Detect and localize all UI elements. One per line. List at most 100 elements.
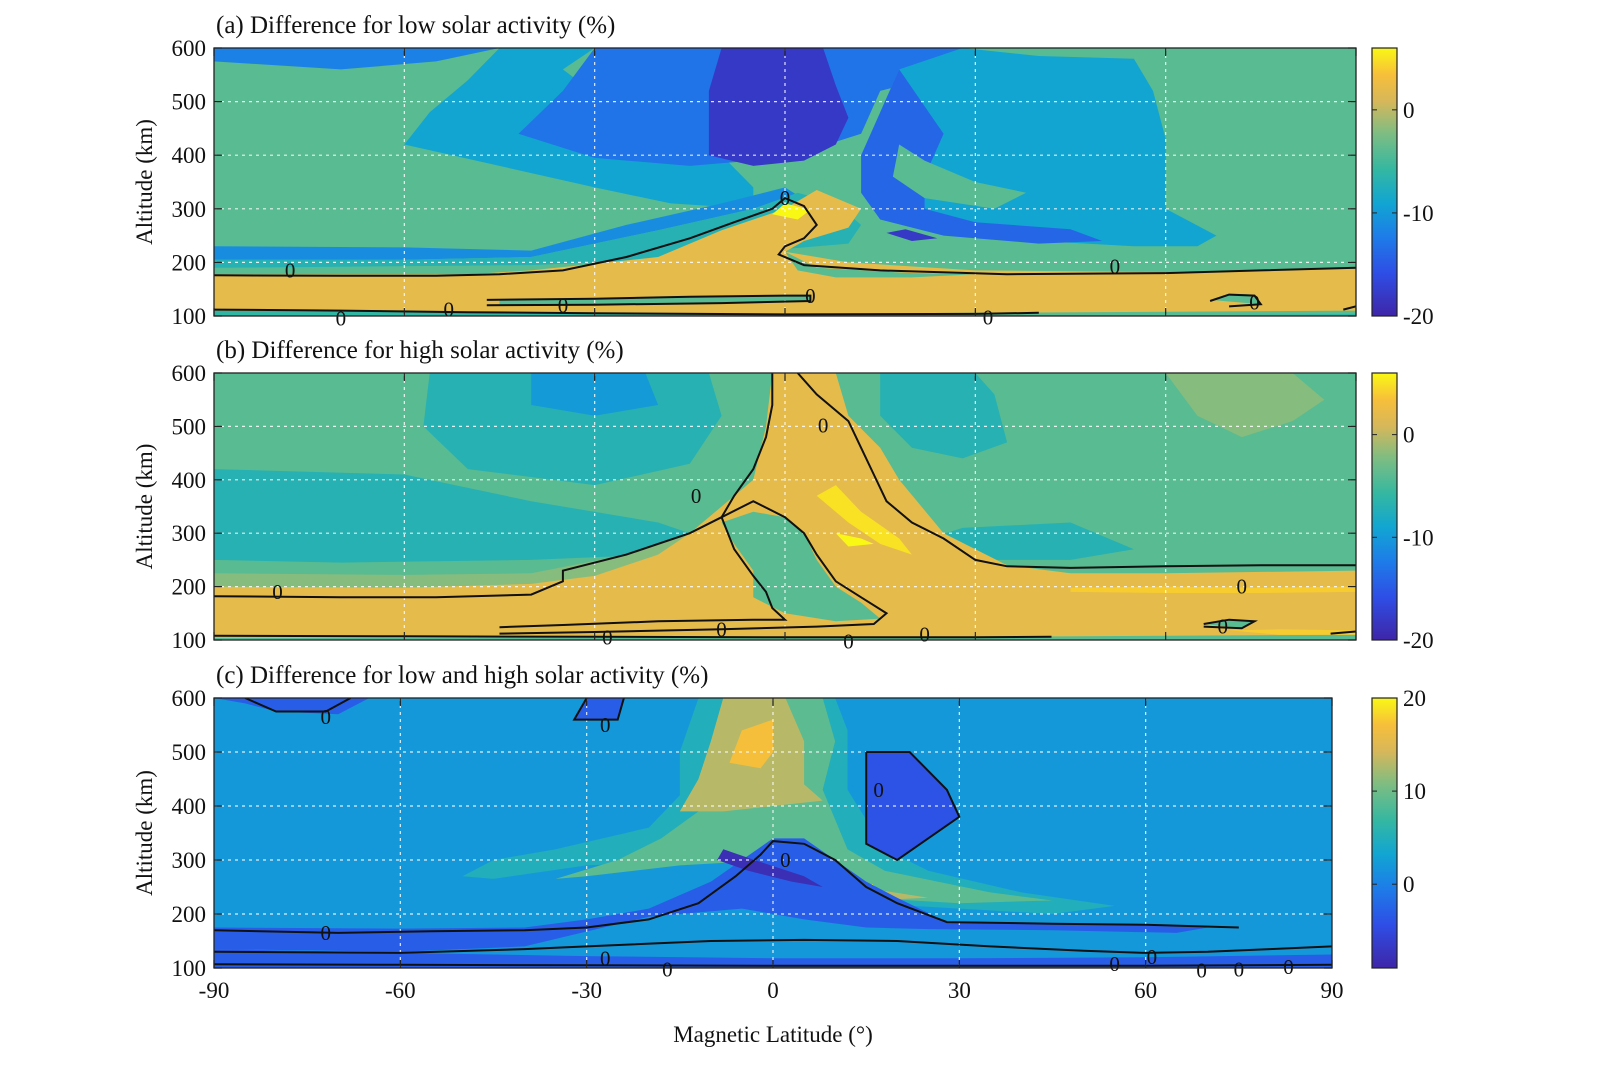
contour-label: 0 [919, 623, 930, 647]
zero-contour-line [486, 294, 812, 307]
contour-label: 0 [662, 958, 673, 982]
contour-label: 0 [602, 625, 613, 649]
colorbar-tick-label: -20 [1403, 628, 1434, 653]
plot-area [214, 698, 1332, 968]
y-axis-label: Altitude (km) [132, 444, 157, 570]
panel-1: 0 0 0 0 0 0 0 0 0 100 200 300 400 500 600 (a) Differenc… [132, 12, 1434, 331]
contour-label: 0 [1110, 255, 1121, 279]
contour-label: 0 [818, 413, 829, 437]
contour-label: 0 [443, 298, 454, 322]
y-axis-label: Altitude (km) [132, 770, 157, 896]
contour-label: 0 [600, 946, 611, 970]
y-tick-label: 600 [172, 686, 207, 711]
contour-label: 0 [321, 921, 332, 945]
contour-label: 0 [780, 848, 791, 872]
contour-label: 0 [1237, 575, 1248, 599]
zero-contour-line [796, 373, 1356, 569]
x-tick-label: 0 [767, 978, 779, 1003]
contour-label: 0 [321, 705, 332, 729]
filled-contour-region [785, 251, 976, 278]
y-tick-label: 500 [172, 90, 207, 115]
y-tick-label: 400 [172, 794, 207, 819]
y-tick-label: 100 [172, 304, 207, 329]
contour-label: 0 [691, 484, 702, 508]
y-tick-label: 600 [172, 36, 207, 61]
filled-contour-region [816, 485, 912, 555]
colorbar-tick-label: 20 [1403, 686, 1426, 711]
y-tick-label: 100 [172, 628, 207, 653]
zero-contour-line [865, 751, 961, 862]
contour-label: 0 [558, 293, 569, 317]
filled-contour-region [835, 533, 874, 547]
filled-contour-region [214, 533, 709, 590]
panel-title: (a) Difference for low solar activity (%… [216, 12, 615, 39]
y-axis-label: Altitude (km) [132, 119, 157, 245]
colorbar-tick-label: -10 [1403, 201, 1434, 226]
colorbar-tick-label: 0 [1403, 423, 1415, 448]
x-tick-label: -30 [571, 978, 602, 1003]
x-axis-label: Magnetic Latitude (°) [673, 1022, 873, 1047]
colorbar [1371, 372, 1398, 641]
zero-contour-line [214, 938, 1332, 954]
contour-label: 0 [983, 306, 994, 330]
filled-contour-region [721, 511, 881, 622]
colorbar [1371, 47, 1398, 317]
contour-label: 0 [600, 713, 611, 737]
contour-label: 0 [843, 630, 854, 654]
filled-contour-region [861, 69, 1103, 244]
zero-contour-line [572, 698, 625, 721]
y-tick-label: 300 [172, 521, 207, 546]
y-tick-label: 200 [172, 250, 207, 275]
y-tick-label: 300 [172, 848, 207, 873]
contour-label: 0 [1147, 945, 1158, 969]
y-tick-label: 500 [172, 740, 207, 765]
x-tick-label: 90 [1321, 978, 1344, 1003]
colorbar-tick-label: 0 [1403, 98, 1415, 123]
contour-label: 0 [873, 778, 884, 802]
plot-area [214, 48, 1356, 316]
zero-contour-line [1343, 305, 1356, 311]
colorbar-tick-label: 10 [1403, 779, 1426, 804]
y-tick-label: 200 [172, 902, 207, 927]
y-tick-label: 500 [172, 414, 207, 439]
x-tick-label: 30 [948, 978, 971, 1003]
filled-contour-region [772, 203, 811, 220]
filled-contour-region [214, 187, 798, 260]
filled-contour-region [1070, 586, 1356, 593]
filled-contour-region [214, 373, 1356, 638]
zero-contour-line [499, 500, 889, 635]
contour-label: 0 [285, 258, 296, 282]
filled-contour-region [1229, 629, 1356, 635]
contour-label: 0 [1109, 952, 1120, 976]
filled-contour-region [886, 229, 938, 241]
filled-contour-region [214, 48, 500, 70]
colorbar [1371, 697, 1398, 969]
y-tick-label: 100 [172, 956, 207, 981]
filled-contour-region [892, 144, 1027, 209]
zero-contour-line [1203, 618, 1258, 630]
contour-label: 0 [716, 617, 727, 641]
contour-label: 0 [336, 307, 347, 331]
contour-label: 0 [1249, 291, 1260, 315]
zero-contour-line [1330, 630, 1356, 635]
zero-contour-line [214, 840, 1239, 934]
filled-contour-region [708, 48, 849, 166]
zero-contour-line [1209, 293, 1263, 308]
colorbar-tick-label: -20 [1403, 304, 1434, 329]
colorbar-tick-label: 0 [1403, 872, 1415, 897]
filled-contour-region [1165, 373, 1325, 438]
filled-contour-region [214, 469, 690, 563]
x-tick-label: -90 [199, 978, 230, 1003]
panel-title: (c) Difference for low and high solar ac… [216, 662, 708, 689]
filled-contour-region [717, 849, 823, 887]
y-tick-label: 400 [172, 143, 207, 168]
contour-label: 0 [1283, 955, 1294, 979]
x-tick-label: 60 [1134, 978, 1157, 1003]
filled-contour-region [214, 310, 1356, 316]
contour-label: 0 [1196, 959, 1207, 983]
y-tick-label: 200 [172, 575, 207, 600]
zero-contour-line [214, 634, 1052, 639]
